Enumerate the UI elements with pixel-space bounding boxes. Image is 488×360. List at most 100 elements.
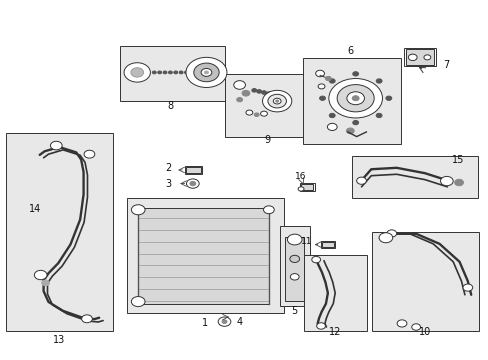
Circle shape xyxy=(351,96,358,101)
Circle shape xyxy=(290,274,299,280)
Circle shape xyxy=(346,128,353,134)
Circle shape xyxy=(356,177,366,184)
Circle shape xyxy=(263,206,274,214)
Circle shape xyxy=(245,110,252,115)
Circle shape xyxy=(328,113,334,118)
Circle shape xyxy=(336,85,373,112)
Bar xyxy=(320,240,334,248)
Bar xyxy=(5,134,113,330)
Circle shape xyxy=(131,297,145,307)
Bar xyxy=(322,242,333,247)
Circle shape xyxy=(319,96,325,100)
Circle shape xyxy=(189,181,195,186)
Circle shape xyxy=(163,71,166,74)
Text: 16: 16 xyxy=(294,172,305,181)
Circle shape xyxy=(289,255,299,262)
Circle shape xyxy=(440,176,452,186)
Bar xyxy=(299,183,314,191)
Circle shape xyxy=(407,54,416,60)
Circle shape xyxy=(186,179,199,188)
Circle shape xyxy=(346,92,364,105)
Circle shape xyxy=(315,70,324,77)
Circle shape xyxy=(193,63,219,82)
Bar xyxy=(224,74,310,137)
Circle shape xyxy=(84,150,95,158)
Circle shape xyxy=(262,90,291,112)
Text: 7: 7 xyxy=(442,60,448,70)
Circle shape xyxy=(251,89,256,92)
Circle shape xyxy=(411,324,420,330)
Circle shape xyxy=(316,323,325,329)
Text: 3: 3 xyxy=(165,179,171,189)
Circle shape xyxy=(173,71,177,74)
Circle shape xyxy=(328,78,382,118)
Circle shape xyxy=(236,98,242,102)
Circle shape xyxy=(462,284,472,291)
Circle shape xyxy=(260,111,267,116)
Text: 1: 1 xyxy=(202,319,208,328)
Circle shape xyxy=(185,57,226,87)
Circle shape xyxy=(298,187,304,191)
Circle shape xyxy=(318,84,325,89)
Bar xyxy=(404,48,435,66)
Text: 11: 11 xyxy=(301,237,312,246)
Circle shape xyxy=(378,233,392,243)
Text: 15: 15 xyxy=(451,155,463,165)
Circle shape xyxy=(423,55,430,60)
Circle shape xyxy=(222,320,226,323)
Circle shape xyxy=(311,256,320,263)
Text: 4: 4 xyxy=(236,317,242,327)
Circle shape xyxy=(454,179,463,186)
Text: 14: 14 xyxy=(29,204,41,214)
Text: 5: 5 xyxy=(291,306,297,316)
Circle shape xyxy=(275,100,278,102)
Circle shape xyxy=(152,71,156,74)
Circle shape xyxy=(328,79,334,83)
Circle shape xyxy=(81,315,92,323)
Circle shape xyxy=(352,121,358,125)
Text: 9: 9 xyxy=(264,135,270,145)
Circle shape xyxy=(124,63,150,82)
Text: 13: 13 xyxy=(53,334,65,345)
Bar xyxy=(186,167,200,173)
Circle shape xyxy=(254,113,259,117)
Circle shape xyxy=(396,320,406,327)
Bar xyxy=(371,232,478,330)
Bar xyxy=(184,166,202,174)
Circle shape xyxy=(325,76,330,81)
Circle shape xyxy=(131,205,145,215)
Bar xyxy=(301,184,313,190)
Text: 12: 12 xyxy=(328,327,340,337)
Bar xyxy=(279,226,309,306)
Bar xyxy=(285,237,304,301)
Circle shape xyxy=(375,113,381,118)
Bar xyxy=(127,198,283,313)
Circle shape xyxy=(273,98,281,104)
Circle shape xyxy=(352,72,358,76)
Circle shape xyxy=(218,317,230,326)
Circle shape xyxy=(385,96,391,100)
Circle shape xyxy=(179,71,183,74)
Bar xyxy=(405,49,433,64)
Bar xyxy=(138,208,268,304)
Bar xyxy=(303,58,400,144)
Circle shape xyxy=(261,91,266,94)
Circle shape xyxy=(34,270,47,280)
Circle shape xyxy=(201,68,211,76)
Text: 6: 6 xyxy=(347,46,353,56)
Circle shape xyxy=(267,94,286,108)
Circle shape xyxy=(327,123,336,131)
Circle shape xyxy=(158,71,161,74)
Circle shape xyxy=(131,68,143,77)
Circle shape xyxy=(266,92,271,95)
Circle shape xyxy=(204,71,208,74)
Circle shape xyxy=(287,234,302,245)
Text: 10: 10 xyxy=(418,327,430,337)
Circle shape xyxy=(233,81,245,89)
Bar xyxy=(120,45,224,101)
Bar xyxy=(304,255,366,330)
Circle shape xyxy=(50,141,62,150)
Circle shape xyxy=(41,280,49,286)
Text: 2: 2 xyxy=(165,163,171,173)
Bar xyxy=(351,156,477,198)
